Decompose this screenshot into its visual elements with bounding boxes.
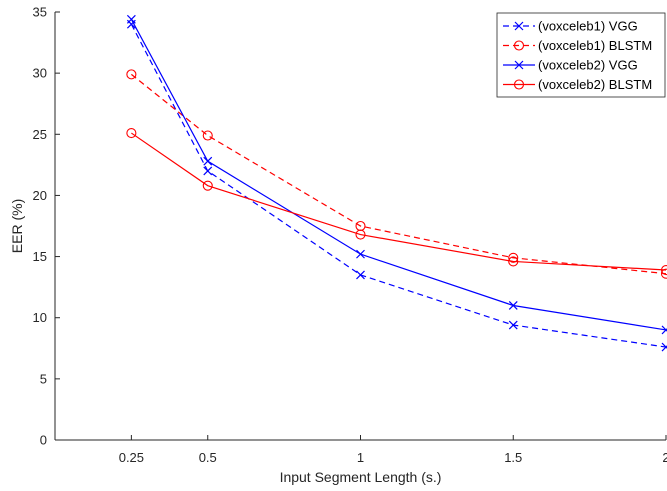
series-line-4 xyxy=(131,132,667,271)
y-tick-label: 25 xyxy=(33,127,47,142)
legend-marker xyxy=(513,79,525,90)
series-group xyxy=(126,14,667,352)
y-axis-title: EER (%) xyxy=(9,199,25,253)
data-point-s1-5 xyxy=(661,342,667,352)
data-point-s2-4 xyxy=(508,252,519,263)
legend-item: (voxceleb2) VGG xyxy=(503,58,638,73)
data-point-s2-2 xyxy=(202,130,213,141)
data-point-s4-5 xyxy=(660,264,667,276)
data-point-s4-4 xyxy=(508,256,519,267)
x-tick-label: 0.25 xyxy=(119,450,144,465)
data-point-s3-2 xyxy=(203,156,213,166)
series-4 xyxy=(126,128,667,276)
data-point-s4-2 xyxy=(202,180,213,191)
data-point-s3-3 xyxy=(356,249,365,259)
legend-item: (voxceleb1) VGG xyxy=(503,19,638,34)
legend-marker xyxy=(514,21,524,31)
y-tick-label: 15 xyxy=(33,249,47,264)
x-axis-title: Input Segment Length (s.) xyxy=(280,469,442,485)
y-tick-label: 20 xyxy=(33,188,47,203)
y-tick-label: 30 xyxy=(33,66,47,81)
data-point-s1-2 xyxy=(203,166,213,176)
x-tick-label: 0.5 xyxy=(199,450,217,465)
y-tick-label: 35 xyxy=(33,5,47,20)
y-tick-label: 5 xyxy=(40,371,47,386)
x-tick-label: 2 xyxy=(662,450,667,465)
legend-label: (voxceleb1) BLSTM xyxy=(538,38,652,53)
legend-label: (voxceleb2) VGG xyxy=(538,58,638,73)
data-point-s3-1 xyxy=(126,14,136,24)
legend-item: (voxceleb2) BLSTM xyxy=(503,77,652,92)
x-tick-label: 1.5 xyxy=(504,450,522,465)
y-tick-label: 0 xyxy=(40,433,47,448)
x-tick-label: 1 xyxy=(357,450,364,465)
data-point-s4-3 xyxy=(355,229,366,240)
data-point-s4-1 xyxy=(126,128,137,139)
data-point-s2-1 xyxy=(126,69,137,80)
data-point-s2-5 xyxy=(660,268,667,279)
data-point-s3-5 xyxy=(661,325,667,335)
axes: 0 5 10 15 20 25 30 35 0.25 0.5 1 1.5 2 xyxy=(33,5,667,466)
legend-marker xyxy=(514,60,524,70)
legend-label: (voxceleb2) BLSTM xyxy=(538,77,652,92)
legend-box xyxy=(496,12,666,98)
legend-marker xyxy=(513,40,525,51)
legend: (voxceleb1) VGG (voxceleb1) BLSTM (voxcele… xyxy=(496,12,666,98)
data-point-s1-3 xyxy=(356,270,365,280)
series-3 xyxy=(126,14,667,335)
legend-label: (voxceleb1) VGG xyxy=(538,19,638,34)
series-1 xyxy=(126,19,667,352)
legend-item: (voxceleb1) BLSTM xyxy=(503,38,652,53)
data-point-s1-4 xyxy=(508,320,518,330)
data-point-s3-4 xyxy=(508,301,518,310)
y-tick-label: 10 xyxy=(33,310,47,325)
